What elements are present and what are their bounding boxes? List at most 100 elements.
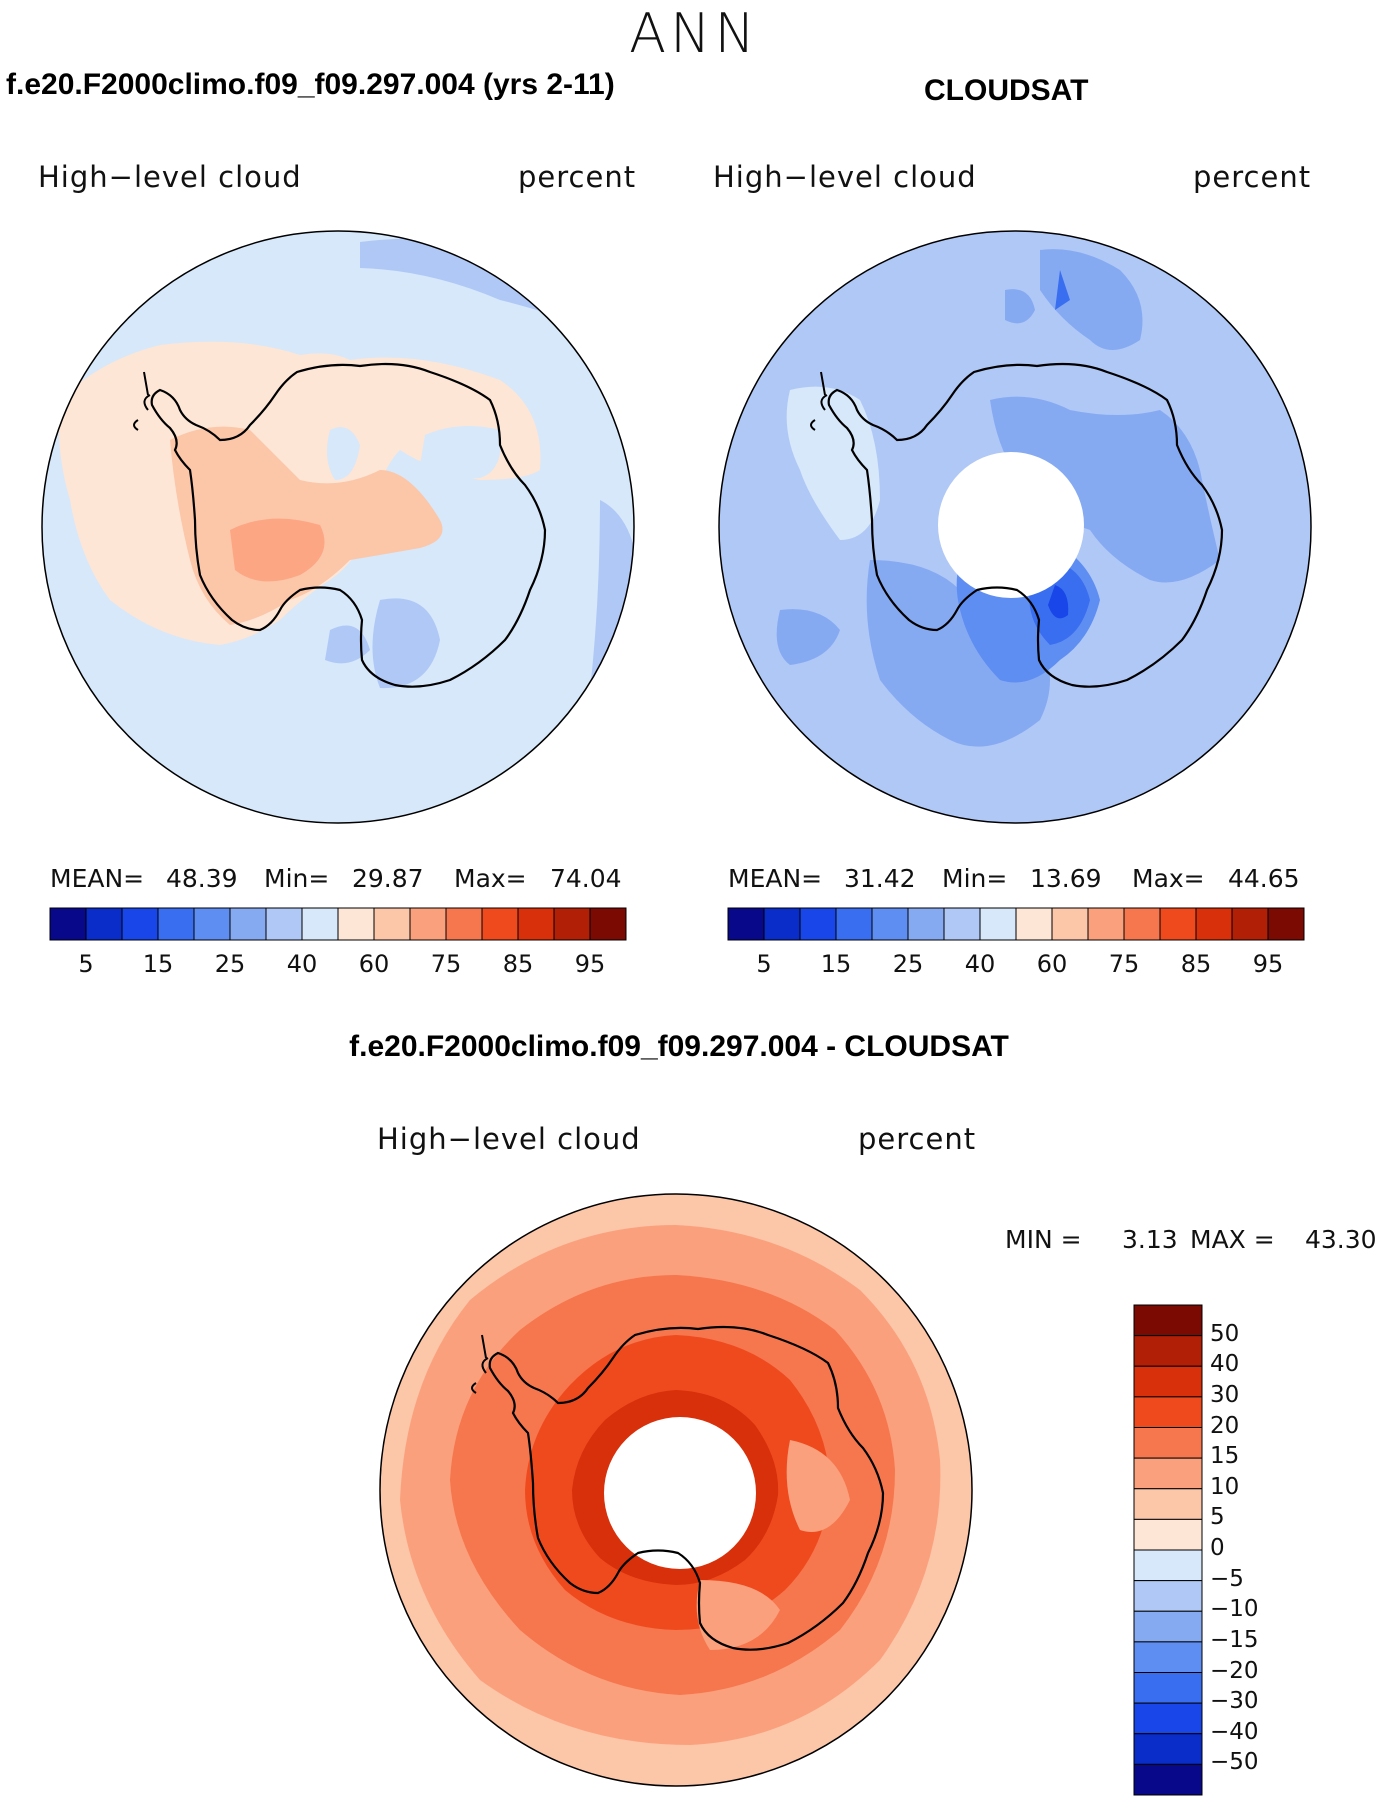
colorbar-swatch [907,907,945,941]
colorbar-tick-label: −20 [1210,1657,1259,1684]
colorbar-swatch [193,907,231,941]
colorbar-tick-label: 20 [1210,1412,1240,1439]
panel-2-max-label: Max= [1132,864,1205,893]
colorbar-swatch [373,907,411,941]
colorbar-tick-label: −30 [1210,1688,1259,1715]
colorbar-swatch [1133,1702,1203,1735]
diff-contour-east-lo [786,1440,850,1532]
colorbar-tick-label: 15 [1210,1443,1240,1470]
colorbar-swatch [157,907,195,941]
map1-contour-blue-east [372,598,440,689]
colorbar-tick-label: −50 [1210,1749,1259,1776]
colorbar-swatch [409,907,447,941]
colorbar-swatch [943,907,981,941]
colorbar-tick-label: 25 [892,950,924,978]
map2-contour-east [990,396,1220,583]
map2-contour-max [1048,585,1069,619]
colorbar-panel-1 [49,907,627,941]
colorbar-swatch [445,907,483,941]
colorbar-swatch [1133,1549,1203,1582]
map1-hole [326,427,360,480]
colorbar-tick-label: −10 [1210,1596,1259,1623]
panel-2-units: percent [1193,160,1312,194]
colorbar-diff [1133,1304,1203,1796]
map1-coastline [150,362,547,688]
panel-2-mean-label: MEAN= [728,864,823,893]
map2-contour-southwest [776,609,840,665]
colorbar-tick-label: 85 [1180,950,1212,978]
colorbar-swatch [49,907,87,941]
diff-panel-variable: High−level cloud [377,1122,641,1156]
colorbar-swatch [1133,1733,1203,1765]
panel-1-units: percent [518,160,637,194]
map2-boundary [718,230,1312,824]
season-title: ANN [629,2,759,65]
map2-contour-north-small [1005,289,1035,324]
colorbar-tick-label: 5 [756,950,772,978]
colorbar-tick-label: 15 [142,950,174,978]
colorbar-swatch [1133,1763,1203,1796]
colorbar-tick-label: 10 [1210,1473,1240,1500]
colorbar-tick-label: 30 [1210,1381,1240,1408]
panel-2-min-value: 13.69 [1030,864,1102,893]
colorbar-tick-label: 85 [502,950,534,978]
diff-peninsula-islands [471,1334,489,1394]
panel-2-min-label: Min= [942,864,1008,893]
colorbar-swatch [1051,907,1089,941]
diff-min-value: 3.13 [1122,1225,1178,1254]
colorbar-tick-label: 5 [1210,1504,1225,1531]
colorbar-swatch [1267,907,1305,941]
diff-max-label: MAX = [1190,1225,1275,1254]
colorbar-swatch [1133,1304,1203,1337]
map2-contour-north-dot [1055,270,1070,310]
colorbar-swatch [481,907,519,941]
colorbar-tick-label: 40 [964,950,996,978]
colorbar-tick-label: 60 [358,950,390,978]
colorbar-tick-label: 95 [1252,950,1284,978]
diff-map-boundary [379,1193,973,1787]
map1-contour-orange [230,518,325,582]
colorbar-tick-label: 75 [1108,950,1140,978]
colorbar-swatch [1133,1396,1203,1428]
colorbar-swatch [1231,907,1269,941]
map2-missing-pole [938,452,1084,598]
map2-contour-north [1040,249,1143,350]
map1-hole-2 [420,426,501,479]
colorbar-swatch [1133,1580,1203,1612]
colorbar-swatch [763,907,801,941]
colorbar-swatch [121,907,159,941]
colorbar-swatch [1159,907,1197,941]
panel-2-mean-value: 31.42 [844,864,916,893]
colorbar-tick-label: 50 [1210,1320,1240,1347]
map2-contour-south [866,560,1050,747]
colorbar-swatch [1133,1365,1203,1398]
colorbar-swatch [265,907,303,941]
colorbar-swatch [1133,1518,1203,1551]
diff-contour-south-lo [696,1580,780,1650]
map1-boundary [41,230,635,824]
colorbar-panel-2 [727,907,1305,941]
diff-min-label: MIN = [1005,1225,1082,1254]
colorbar-swatch [1133,1457,1203,1490]
panel-1-mean-value: 48.39 [166,864,238,893]
colorbar-swatch [1133,1672,1203,1704]
map1-peninsula-islands [133,371,151,431]
colorbar-tick-label: −40 [1210,1718,1259,1745]
diff-panel-title: f.e20.F2000climo.f09_f09.297.004 - CLOUD… [349,1030,1009,1063]
panel-2-variable: High−level cloud [713,160,977,194]
panel-1-min-value: 29.87 [352,864,424,893]
colorbar-swatch [979,907,1017,941]
colorbar-tick-label: 25 [214,950,246,978]
colorbar-swatch [1195,907,1233,941]
diff-missing-pole [604,1417,756,1569]
colorbar-tick-label: 60 [1036,950,1068,978]
panel-1-title: f.e20.F2000climo.f09_f09.297.004 (yrs 2-… [6,68,615,101]
colorbar-swatch [1133,1335,1203,1367]
colorbar-tick-label: 0 [1210,1535,1225,1561]
panel-1-max-value: 74.04 [550,864,622,893]
colorbar-swatch [1133,1610,1203,1643]
panel-2-max-value: 44.65 [1228,864,1300,893]
